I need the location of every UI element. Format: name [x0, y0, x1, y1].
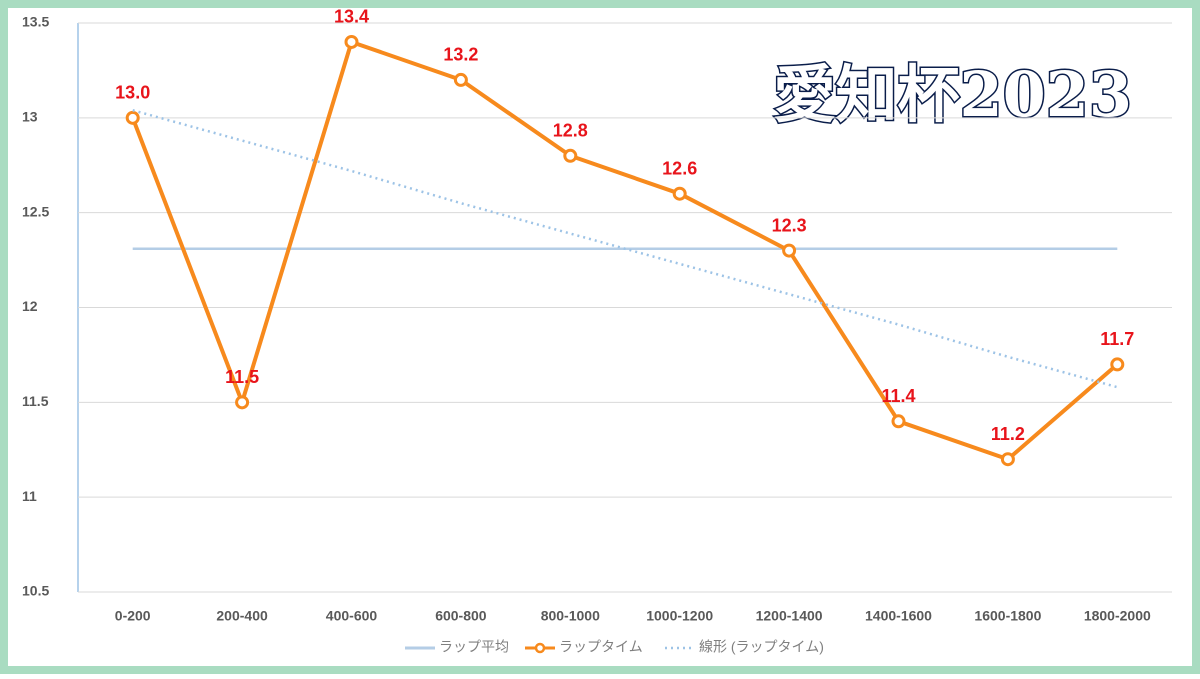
data-label: 13.0: [115, 83, 150, 103]
series-line: [132, 109, 1118, 389]
x-tick-label: 1600-1800: [974, 608, 1041, 624]
series-line: [130, 39, 1119, 462]
data-label: 12.8: [553, 121, 588, 141]
chart-title: 愛知杯2023: [773, 58, 1132, 131]
y-tick-label: 12: [22, 298, 38, 314]
point: [125, 110, 140, 125]
point: [782, 243, 797, 258]
data-label: 11.4: [881, 386, 915, 406]
data-label: 12.3: [772, 215, 807, 235]
point: [235, 395, 250, 410]
data-label: 11.2: [991, 424, 1025, 444]
x-tick-label: 1800-2000: [1084, 608, 1151, 624]
y-tick-label: 11: [22, 488, 37, 504]
x-tick-label: 1400-1600: [865, 608, 932, 624]
x-tick-label: 0-200: [115, 608, 151, 624]
point: [672, 186, 687, 201]
x-tick-label: 600-800: [435, 608, 487, 624]
x-tick-label: 800-1000: [541, 608, 600, 624]
legend-label: ラップ平均: [439, 639, 509, 655]
data-label: 12.6: [662, 158, 697, 178]
x-tick-label: 1200-1400: [756, 608, 823, 624]
point: [453, 72, 468, 87]
y-tick-label: 11.5: [22, 393, 49, 409]
legend-label: 線形 (ラップタイム): [699, 639, 824, 655]
data-label: 11.5: [225, 367, 259, 387]
y-tick-label: 13.5: [22, 14, 49, 30]
y-tick-label: 13: [22, 109, 38, 125]
y-tick-label: 10.5: [22, 583, 49, 599]
x-tick-label: 400-600: [326, 608, 378, 624]
point: [891, 414, 906, 429]
data-label: 13.2: [443, 45, 478, 65]
legend-marker: [534, 642, 546, 654]
x-tick-label: 200-400: [216, 608, 268, 624]
legend-label: ラップタイム: [559, 639, 643, 655]
point: [1000, 452, 1015, 467]
x-tick-label: 1000-1200: [646, 608, 713, 624]
y-tick-label: 12.5: [22, 203, 49, 219]
point: [1110, 357, 1125, 372]
data-label: 13.4: [334, 7, 369, 27]
point: [344, 34, 359, 49]
point: [563, 148, 578, 163]
data-label: 11.7: [1100, 329, 1134, 349]
